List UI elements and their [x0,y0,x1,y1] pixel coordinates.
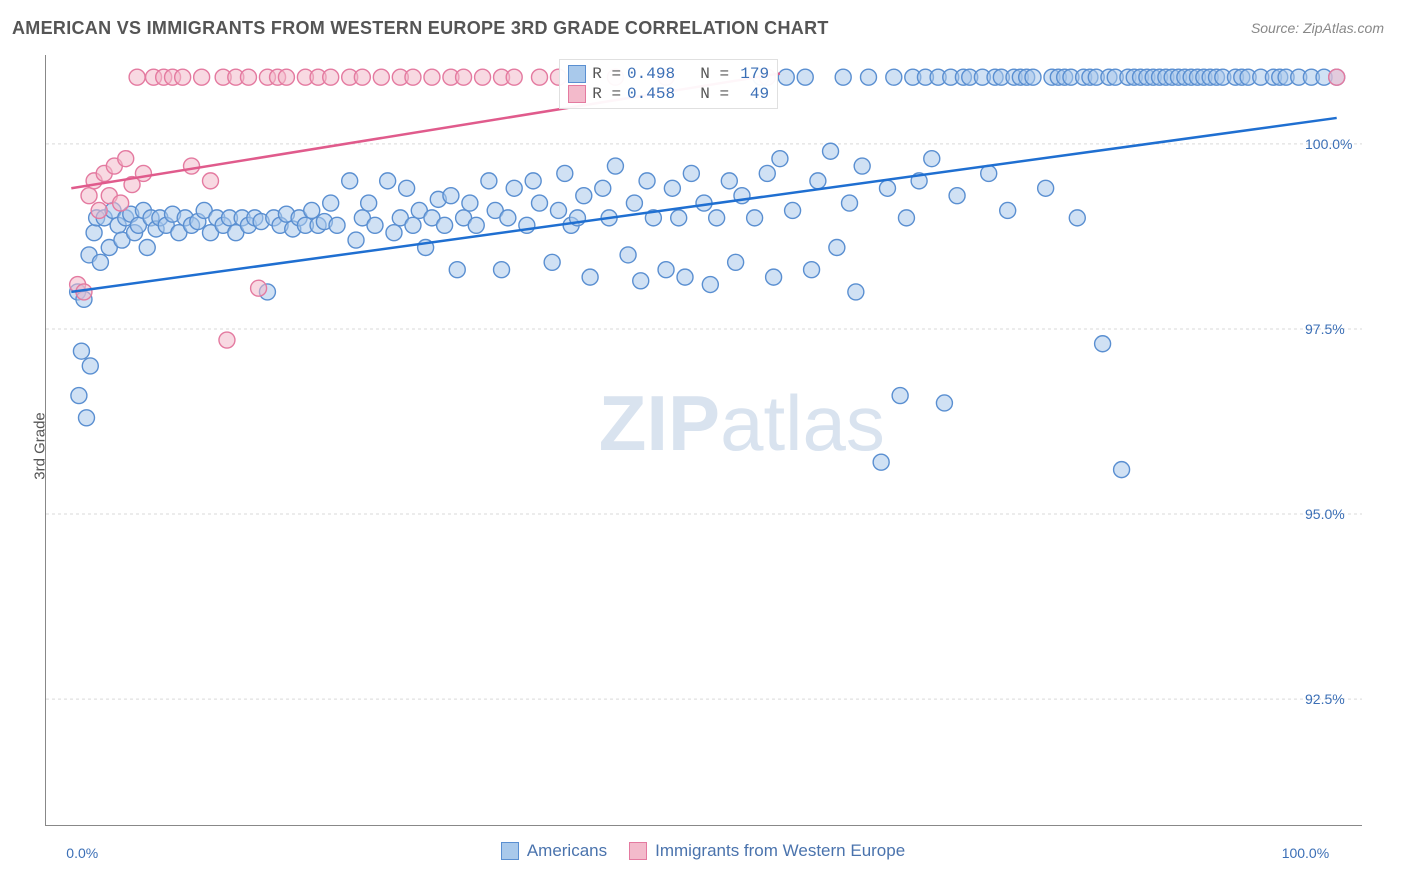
legend-item: Americans [501,841,607,861]
y-tick-label: 97.5% [1305,321,1345,337]
y-tick-label: 95.0% [1305,506,1345,522]
correlation-legend: R = 0.498 N = 179R = 0.458 N = 49 [559,59,778,109]
series-legend: Americans Immigrants from Western Europe [0,841,1406,861]
chart-title: AMERICAN VS IMMIGRANTS FROM WESTERN EURO… [12,18,829,39]
scatter-plot-area: ZIPatlas R = 0.498 N = 179R = 0.458 N = … [45,55,1362,826]
legend-row: R = 0.458 N = 49 [566,84,771,104]
y-axis-label: 3rd Grade [31,412,48,480]
scatter-svg [46,55,1362,825]
source-attribution: Source: ZipAtlas.com [1251,20,1384,36]
legend-item: Immigrants from Western Europe [629,841,905,861]
y-tick-label: 100.0% [1305,136,1352,152]
y-tick-label: 92.5% [1305,691,1345,707]
legend-row: R = 0.498 N = 179 [566,64,771,84]
